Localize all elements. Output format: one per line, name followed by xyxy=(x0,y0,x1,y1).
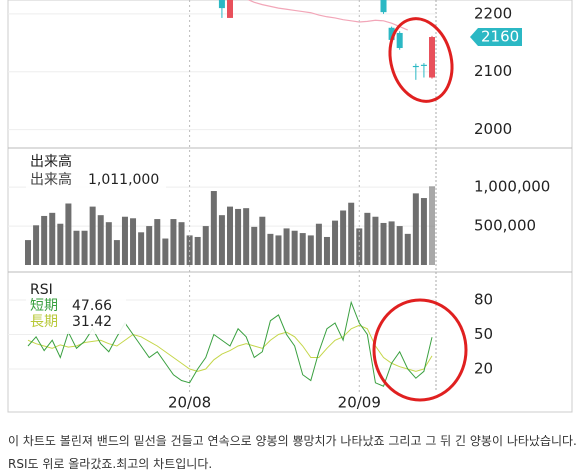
rsi-line xyxy=(27,324,433,372)
volume-bar xyxy=(170,219,177,265)
legend-box xyxy=(26,282,126,334)
volume-bar xyxy=(89,206,96,265)
volume-bar xyxy=(81,230,88,265)
volume-bar xyxy=(73,230,80,265)
volume-bar xyxy=(283,228,290,265)
legend-box xyxy=(26,152,166,190)
volume-bar xyxy=(121,216,128,265)
volume-bar xyxy=(25,240,31,265)
y-tick-label: 20 xyxy=(474,360,493,378)
price-badge xyxy=(470,28,522,47)
candle-body xyxy=(218,0,225,9)
volume-bar xyxy=(259,216,266,265)
y-tick-label: 50 xyxy=(474,325,493,343)
legend-label: 出来高 xyxy=(30,171,72,188)
volume-bar xyxy=(210,191,217,265)
volume-bar xyxy=(380,222,387,265)
candle-body xyxy=(388,27,395,40)
volume-bar xyxy=(348,202,355,265)
y-tick-label: 2200 xyxy=(474,4,512,22)
caption-line: RSI도 위로 올라갔죠.최고의 차트입니다. xyxy=(8,457,213,471)
chart-frame xyxy=(7,0,573,413)
y-tick-label: 2100 xyxy=(474,62,512,80)
volume-bar xyxy=(275,235,282,265)
y-tick-label: 500,000 xyxy=(474,217,536,235)
volume-bar xyxy=(97,215,104,265)
volume-bar xyxy=(130,218,137,265)
volume-bar xyxy=(412,193,419,265)
candle-body xyxy=(380,0,387,13)
y-tick-label: 80 xyxy=(474,291,493,309)
candle-body xyxy=(396,32,403,49)
volume-bar xyxy=(291,230,298,265)
candle-body xyxy=(227,0,233,18)
volume-bar xyxy=(243,208,250,265)
price-badge-label: 2160 xyxy=(481,28,519,46)
volume-bar xyxy=(396,226,403,265)
volume-bar xyxy=(251,226,258,265)
volume-bar xyxy=(138,232,145,265)
volume-bar xyxy=(299,233,306,265)
volume-bar xyxy=(429,186,435,265)
volume-bar xyxy=(404,233,411,265)
legend-label: 短期 xyxy=(30,298,58,314)
panel-title: RSI xyxy=(30,282,53,298)
volume-bar xyxy=(332,220,339,265)
volume-bar xyxy=(307,235,314,265)
volume-bar xyxy=(235,208,242,265)
legend-value: 47.66 xyxy=(72,298,112,314)
volume-bar xyxy=(57,223,64,265)
volume-bar xyxy=(323,236,330,265)
x-tick-label: 20/09 xyxy=(338,394,381,412)
annotation-circle xyxy=(388,17,454,103)
x-tick-label: 20/08 xyxy=(168,394,211,412)
volume-bar xyxy=(372,216,379,265)
volume-bar xyxy=(202,226,209,265)
volume-bar xyxy=(218,215,225,265)
volume-bar xyxy=(388,221,395,265)
volume-bar xyxy=(49,212,56,265)
volume-bar xyxy=(146,226,153,265)
plot-layer: 2000 2100 2200 2160 500,000 1,000,000 20 50 80 20… xyxy=(8,0,550,412)
panel-title: 出来高 xyxy=(30,153,72,170)
volume-bar xyxy=(162,238,169,265)
volume-bar xyxy=(420,198,427,265)
moving-average xyxy=(247,0,408,31)
volume-bar xyxy=(178,222,185,265)
price-plot xyxy=(218,0,435,80)
annotation-circle xyxy=(372,298,468,402)
y-tick-label: 1,000,000 xyxy=(474,178,550,196)
chart: 2000 2100 2200 2160 500,000 1,000,000 20 50 80 20… xyxy=(7,0,573,413)
volume-bar xyxy=(113,240,120,265)
volume-bar xyxy=(315,223,322,265)
volume-bar xyxy=(65,203,72,265)
legend-value: 1,011,000 xyxy=(88,172,159,188)
candle-body xyxy=(412,65,419,68)
y-tick-label: 2000 xyxy=(474,120,512,138)
candle-body xyxy=(429,37,435,78)
volume-bar xyxy=(154,219,161,265)
volume-bar xyxy=(340,210,347,265)
volume-bar xyxy=(194,236,201,265)
volume-bar xyxy=(227,206,233,265)
caption-line: 이 차트도 볼린져 밴드의 밑선을 건들고 연속으로 양봉의 뿅망치가 나타났죠… xyxy=(8,434,577,448)
volume-bar xyxy=(267,233,274,265)
legend-value: 31.42 xyxy=(72,314,112,330)
volume-bar xyxy=(33,225,40,265)
volume-bar xyxy=(364,212,371,265)
legend-label: 長期 xyxy=(30,314,58,330)
candle-body xyxy=(420,64,427,66)
volume-bar xyxy=(105,222,112,265)
volume-bar xyxy=(41,215,48,265)
